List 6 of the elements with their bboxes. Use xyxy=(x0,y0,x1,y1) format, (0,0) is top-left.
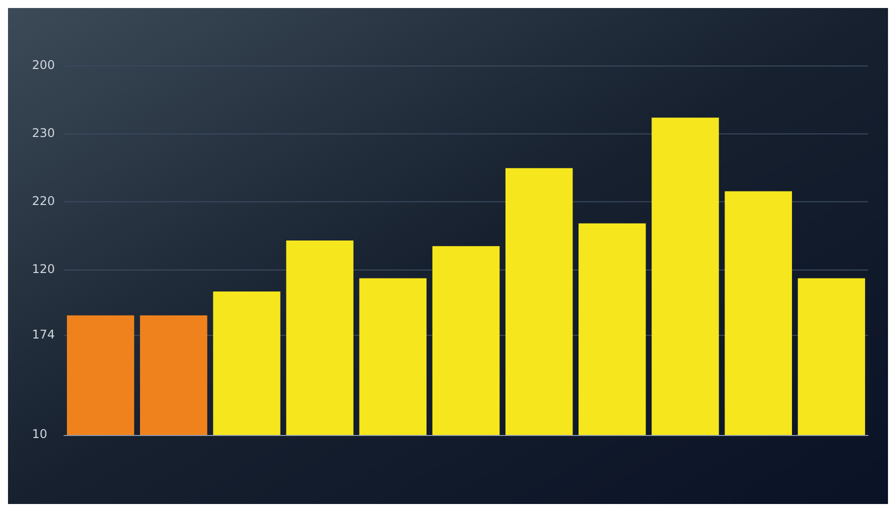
text: 200 xyxy=(32,58,55,72)
text: 120 xyxy=(32,262,55,276)
text: 220 xyxy=(32,194,55,208)
text: 230 xyxy=(32,126,55,140)
text: 10 xyxy=(32,427,48,441)
text: 174 xyxy=(32,327,55,342)
